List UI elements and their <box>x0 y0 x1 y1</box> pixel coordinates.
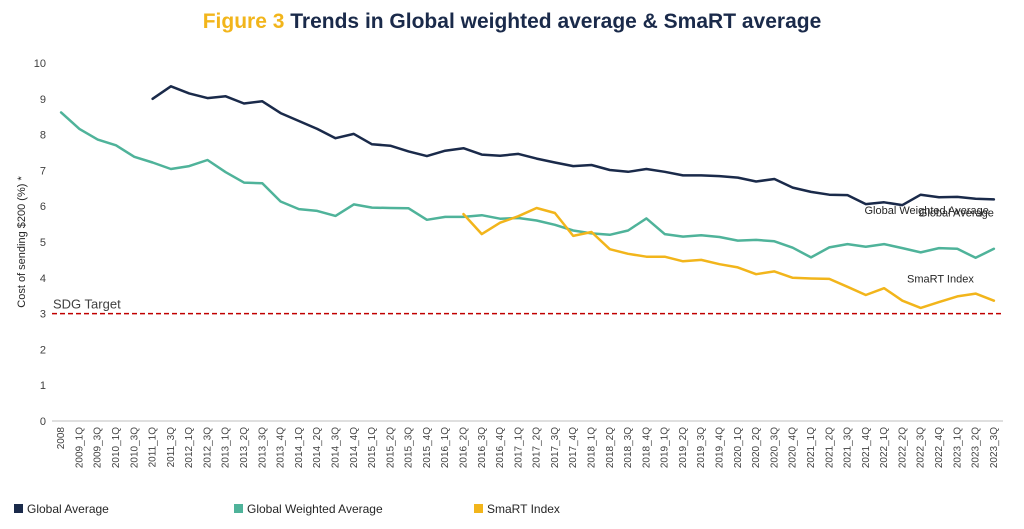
y-tick-label: 0 <box>40 416 46 428</box>
x-tick-label: 2008 <box>56 427 67 450</box>
x-tick-label: 2014_2Q <box>312 427 323 468</box>
x-tick-label: 2015_3Q <box>404 427 415 468</box>
x-tick-label: 2021_3Q <box>843 427 854 468</box>
x-tick-label: 2021_1Q <box>806 427 817 468</box>
x-tick-label: 2014_3Q <box>330 427 341 468</box>
x-tick-label: 2019_4Q <box>715 427 726 468</box>
global-average-legend-label: Global Average <box>27 502 109 516</box>
x-tick-label: 2011_3Q <box>166 427 177 468</box>
x-tick-label: 2019_3Q <box>696 427 707 468</box>
y-tick-label: 1 <box>40 380 46 392</box>
x-tick-label: 2016_4Q <box>495 427 506 468</box>
x-tick-label: 2014_1Q <box>294 427 305 468</box>
x-tick-label: 2018_1Q <box>587 427 598 468</box>
global-weighted-average-annotation: Global Weighted Average <box>864 205 988 217</box>
x-tick-label: 2017_4Q <box>568 427 579 468</box>
x-tick-label: 2018_2Q <box>605 427 616 468</box>
x-tick-label: 2013_4Q <box>276 427 287 468</box>
x-tick-label: 2020_3Q <box>769 427 780 468</box>
x-tick-label: 2019_1Q <box>660 427 671 468</box>
y-tick-label: 7 <box>40 165 46 177</box>
x-tick-label: 2016_1Q <box>440 427 451 468</box>
figure-number: Figure 3 <box>202 10 285 33</box>
x-tick-label: 2017_3Q <box>550 427 561 468</box>
x-tick-label: 2019_2Q <box>678 427 689 468</box>
y-axis-label: Cost of sending $200 (%) * <box>16 176 28 308</box>
smart-index-legend-label: SmaRT Index <box>487 502 560 516</box>
x-tick-label: 2022_4Q <box>934 427 945 468</box>
x-tick-label: 2023_2Q <box>971 427 982 468</box>
x-tick-label: 2020_1Q <box>733 427 744 468</box>
global-weighted-average-line <box>59 111 996 260</box>
y-tick-label: 3 <box>40 309 46 321</box>
smart-index-legend-swatch <box>474 504 483 513</box>
figure-title: Trends in Global weighted average & SmaR… <box>290 10 822 33</box>
y-tick-label: 5 <box>40 237 46 249</box>
x-tick-label: 2018_4Q <box>641 427 652 468</box>
x-tick-label: 2021_2Q <box>824 427 835 468</box>
x-tick-label: 2021_4Q <box>861 427 872 468</box>
y-tick-label: 2 <box>40 344 46 356</box>
y-tick-label: 8 <box>40 130 46 142</box>
x-tick-label: 2009_3Q <box>93 427 104 468</box>
x-tick-label: 2020_2Q <box>751 427 762 468</box>
x-tick-label: 2016_2Q <box>458 427 469 468</box>
global-average-legend-swatch <box>14 504 23 513</box>
global-average-annotation: Global Average <box>919 207 994 219</box>
x-tick-label: 2023_1Q <box>952 427 963 468</box>
x-tick-label: 2013_3Q <box>257 427 268 468</box>
sdg-target-label: SDG Target <box>53 297 121 312</box>
x-tick-label: 2017_2Q <box>532 427 543 468</box>
y-tick-label: 9 <box>40 94 46 106</box>
x-tick-label: 2010_1Q <box>111 427 122 468</box>
x-tick-label: 2009_1Q <box>74 427 85 468</box>
y-tick-label: 4 <box>40 273 46 285</box>
y-tick-label: 10 <box>34 58 46 70</box>
x-tick-label: 2010_3Q <box>129 427 140 468</box>
x-tick-label: 2015_2Q <box>385 427 396 468</box>
x-tick-label: 2015_4Q <box>422 427 433 468</box>
x-tick-label: 2015_1Q <box>367 427 378 468</box>
global-weighted-average-legend-swatch <box>234 504 243 513</box>
x-tick-label: 2020_4Q <box>788 427 799 468</box>
x-tick-label: 2022_2Q <box>897 427 908 468</box>
x-tick-label: 2022_1Q <box>879 427 890 468</box>
x-tick-label: 2013_2Q <box>239 427 250 468</box>
x-tick-label: 2012_1Q <box>184 427 195 468</box>
x-tick-label: 2018_3Q <box>623 427 634 468</box>
global-average-line <box>151 85 996 207</box>
global-weighted-average-legend-label: Global Weighted Average <box>247 502 383 516</box>
x-tick-label: 2011_1Q <box>148 427 159 468</box>
smart-index-line <box>462 206 996 310</box>
smart-index-annotation: SmaRT Index <box>907 274 974 286</box>
x-tick-label: 2014_4Q <box>349 427 360 468</box>
x-tick-label: 2016_3Q <box>477 427 488 468</box>
chart-title: Figure 3 Trends in Global weighted avera… <box>0 10 1024 34</box>
x-tick-label: 2023_3Q <box>989 427 1000 468</box>
x-tick-label: 2013_1Q <box>221 427 232 468</box>
y-tick-label: 6 <box>40 201 46 213</box>
x-tick-label: 2012_3Q <box>202 427 213 468</box>
x-tick-label: 2017_1Q <box>513 427 524 468</box>
x-tick-label: 2022_3Q <box>916 427 927 468</box>
